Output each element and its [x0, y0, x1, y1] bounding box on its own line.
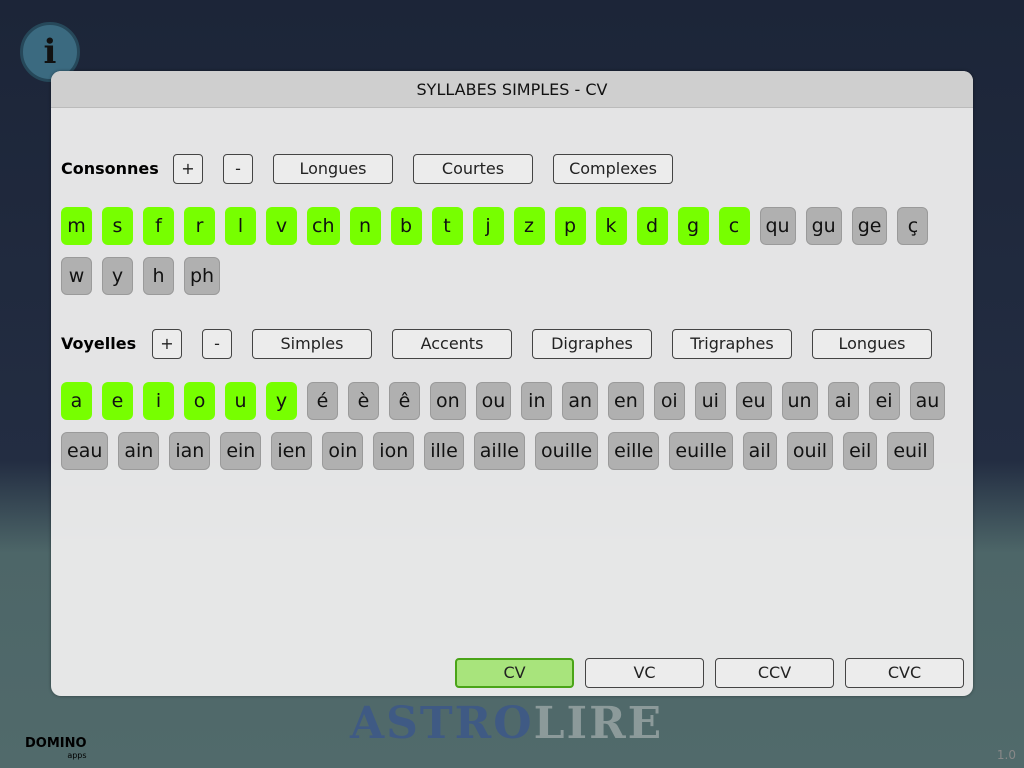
brand-logo: DOMINO apps	[25, 736, 87, 760]
mode-cv-button[interactable]: CV	[455, 658, 574, 688]
voyelles-tile[interactable]: ê	[389, 382, 420, 420]
voyelles-tile[interactable]: ouille	[534, 432, 599, 470]
consonnes-tile[interactable]: j	[472, 207, 504, 245]
voyelles-tiles: a e i o u y é è ê on ou in an en oi ui eu un ai ei au eau ain i…	[61, 382, 967, 470]
consonnes-label: Consonnes	[61, 159, 159, 178]
voyelles-tile[interactable]: ou	[475, 382, 512, 420]
voyelles-tile[interactable]: eu	[735, 382, 772, 420]
voyelles-tile[interactable]: ui	[694, 382, 726, 420]
consonnes-tile[interactable]: w	[61, 257, 92, 295]
consonnes-longues-button[interactable]: Longues	[273, 154, 393, 184]
consonnes-tile[interactable]: y	[102, 257, 133, 295]
consonnes-tile[interactable]: d	[636, 207, 668, 245]
consonnes-tile[interactable]: qu	[759, 207, 796, 245]
consonnes-tile[interactable]: h	[143, 257, 174, 295]
voyelles-tile[interactable]: u	[225, 382, 256, 420]
dialog-title: SYLLABES SIMPLES - CV	[51, 71, 973, 108]
voyelles-digraphes-button[interactable]: Digraphes	[532, 329, 652, 359]
consonnes-tile[interactable]: p	[554, 207, 586, 245]
voyelles-tile[interactable]: ail	[742, 432, 777, 470]
voyelles-accents-button[interactable]: Accents	[392, 329, 512, 359]
voyelles-tile[interactable]: en	[608, 382, 644, 420]
consonnes-tile[interactable]: f	[143, 207, 174, 245]
consonnes-tile[interactable]: z	[513, 207, 545, 245]
voyelles-trigraphes-button[interactable]: Trigraphes	[672, 329, 792, 359]
voyelles-tile[interactable]: on	[430, 382, 466, 420]
consonnes-courtes-button[interactable]: Courtes	[413, 154, 533, 184]
voyelles-tile[interactable]: é	[307, 382, 338, 420]
consonnes-tile[interactable]: gu	[805, 207, 842, 245]
voyelles-tile[interactable]: ouil	[786, 432, 834, 470]
voyelles-tile[interactable]: è	[348, 382, 379, 420]
consonnes-tile[interactable]: n	[349, 207, 381, 245]
voyelles-simples-button[interactable]: Simples	[252, 329, 372, 359]
voyelles-remove-button[interactable]: -	[202, 329, 232, 359]
voyelles-longues-button[interactable]: Longues	[812, 329, 932, 359]
voyelles-tile[interactable]: in	[521, 382, 553, 420]
mode-cvc-button[interactable]: CVC	[845, 658, 964, 688]
consonnes-tile[interactable]: v	[266, 207, 297, 245]
voyelles-tile[interactable]: i	[143, 382, 174, 420]
consonnes-add-button[interactable]: +	[173, 154, 203, 184]
voyelles-tile[interactable]: ei	[868, 382, 900, 420]
voyelles-label: Voyelles	[61, 334, 137, 353]
voyelles-tile[interactable]: ain	[118, 432, 160, 470]
voyelles-tile[interactable]: an	[562, 382, 599, 420]
mode-ccv-button[interactable]: CCV	[715, 658, 834, 688]
voyelles-tile[interactable]: aille	[473, 432, 525, 470]
voyelles-tile[interactable]: au	[909, 382, 946, 420]
consonnes-remove-button[interactable]: -	[223, 154, 253, 184]
info-button[interactable]: i	[20, 22, 80, 82]
voyelles-tile[interactable]: oin	[322, 432, 364, 470]
consonnes-tile[interactable]: r	[184, 207, 215, 245]
voyelles-tile[interactable]: euille	[669, 432, 733, 470]
voyelles-tile[interactable]: a	[61, 382, 92, 420]
voyelles-tile[interactable]: ai	[827, 382, 859, 420]
voyelles-tile[interactable]: e	[102, 382, 133, 420]
consonnes-tile[interactable]: t	[431, 207, 463, 245]
voyelles-tile[interactable]: ian	[169, 432, 211, 470]
voyelles-tile[interactable]: un	[781, 382, 818, 420]
consonnes-tile[interactable]: c	[718, 207, 750, 245]
consonnes-tile[interactable]: b	[390, 207, 422, 245]
consonnes-tile[interactable]: ç	[897, 207, 929, 245]
consonnes-tile[interactable]: ge	[851, 207, 888, 245]
voyelles-tile[interactable]: ille	[424, 432, 464, 470]
voyelles-tile[interactable]: euil	[887, 432, 934, 470]
voyelles-tile[interactable]: y	[266, 382, 297, 420]
voyelles-add-button[interactable]: +	[152, 329, 182, 359]
voyelles-tile[interactable]: oi	[653, 382, 685, 420]
voyelles-tile[interactable]: o	[184, 382, 215, 420]
consonnes-tiles: m s f r l v ch n b t j z p k d g c qu gu ge ç w y h ph	[61, 207, 967, 295]
voyelles-tile[interactable]: ien	[271, 432, 313, 470]
mode-vc-button[interactable]: VC	[585, 658, 704, 688]
consonnes-tile[interactable]: s	[102, 207, 133, 245]
consonnes-tile[interactable]: m	[61, 207, 92, 245]
consonnes-complexes-button[interactable]: Complexes	[553, 154, 673, 184]
consonnes-tile[interactable]: l	[225, 207, 256, 245]
syllable-settings-dialog: SYLLABES SIMPLES - CV Consonnes + - Long…	[51, 71, 973, 696]
consonnes-tile[interactable]: ph	[184, 257, 221, 295]
consonnes-tile[interactable]: g	[677, 207, 709, 245]
voyelles-tile[interactable]: eil	[843, 432, 878, 470]
voyelles-tile[interactable]: ion	[373, 432, 415, 470]
voyelles-tile[interactable]: eau	[61, 432, 109, 470]
consonnes-tile[interactable]: ch	[307, 207, 340, 245]
app-logo: ASTROLIRE	[350, 698, 664, 749]
version-label: 1.0	[996, 748, 1016, 762]
voyelles-tile[interactable]: ein	[220, 432, 262, 470]
consonnes-tile[interactable]: k	[595, 207, 627, 245]
voyelles-tile[interactable]: eille	[608, 432, 660, 470]
